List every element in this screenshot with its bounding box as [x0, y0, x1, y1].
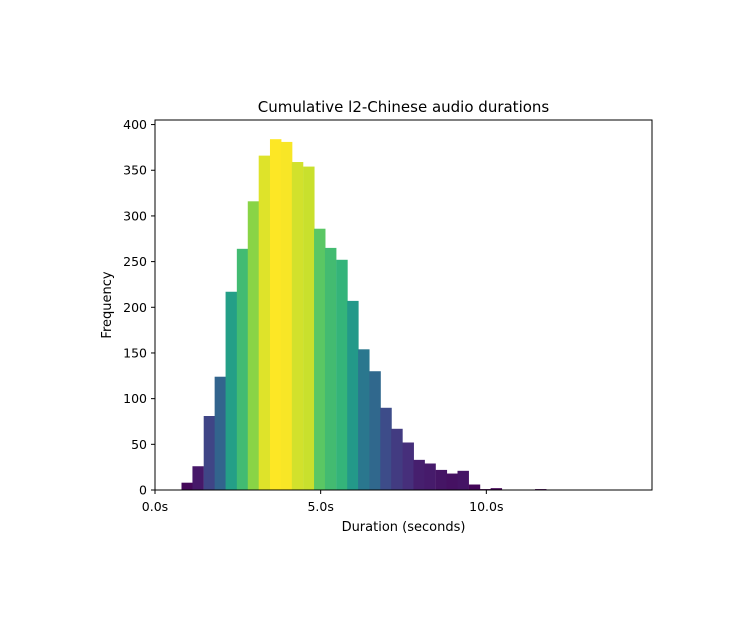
histogram-bar	[303, 166, 315, 490]
histogram-bar	[336, 259, 348, 490]
histogram-bar	[468, 484, 481, 490]
histogram-bar	[192, 466, 204, 490]
y-tick-label: 0	[139, 483, 147, 498]
y-axis-ticks: 0 50 100 150 200 250 300 350 400	[123, 117, 155, 498]
x-tick-label: 10.0s	[469, 499, 503, 514]
x-axis-ticks: 0.0s 5.0s 10.0s	[142, 490, 504, 514]
histogram-bar	[446, 473, 459, 490]
histogram-bar	[358, 349, 370, 490]
x-axis-label: Duration (seconds)	[342, 520, 466, 535]
y-tick-label: 150	[123, 345, 147, 360]
x-tick-label: 0.0s	[142, 499, 168, 514]
histogram-bar	[402, 442, 414, 490]
histogram-bar	[225, 291, 238, 490]
histogram-bar	[258, 155, 271, 490]
histogram-bar	[203, 416, 216, 490]
histogram-bar	[369, 371, 381, 490]
bars-group	[181, 139, 547, 491]
histogram-bar	[280, 141, 293, 491]
histogram-bar	[435, 469, 448, 490]
axes-frame	[154, 119, 653, 491]
histogram-bar	[181, 482, 193, 490]
y-tick-label: 200	[123, 300, 147, 315]
x-tick-label: 5.0s	[307, 499, 333, 514]
histogram-bar	[380, 407, 392, 490]
histogram-bar	[236, 248, 249, 490]
y-tick-label: 300	[123, 208, 147, 223]
y-tick-label: 50	[131, 437, 147, 452]
histogram-bar	[291, 162, 304, 490]
chart-title: Cumulative l2-Chinese audio durations	[258, 98, 550, 116]
histogram-bar	[413, 459, 425, 490]
histogram-bar	[424, 463, 436, 490]
y-tick-label: 100	[123, 391, 147, 406]
histogram-bar	[490, 488, 503, 490]
y-tick-label: 350	[123, 163, 147, 178]
histogram-bar	[214, 376, 227, 490]
y-axis-label: Frequency	[100, 271, 115, 338]
histogram-bar	[269, 139, 282, 490]
histogram-bar	[247, 201, 260, 490]
histogram-bar	[347, 300, 359, 490]
histogram-bar	[314, 228, 326, 490]
y-tick-label: 250	[123, 254, 147, 269]
histogram-bar	[324, 247, 337, 490]
histogram-bar	[457, 470, 469, 490]
histogram-bar	[391, 428, 403, 490]
y-tick-label: 400	[123, 117, 147, 132]
